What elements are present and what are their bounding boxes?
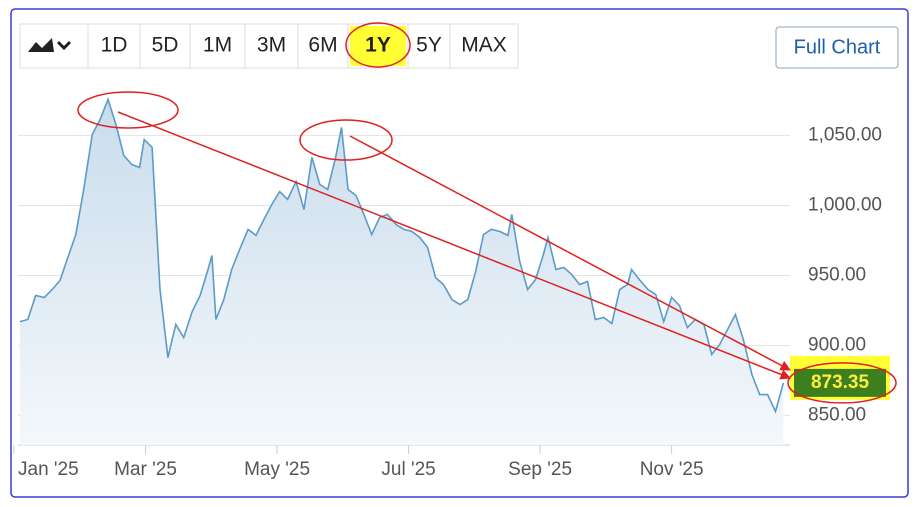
x-tick-label: Nov '25 [640, 459, 704, 480]
annotations [77, 91, 791, 380]
range-label: 3M [257, 34, 286, 57]
area [19, 99, 784, 446]
annotation-ellipse [77, 91, 179, 129]
dropdown-icon [56, 40, 72, 51]
x-tick-label: Sep '25 [508, 459, 572, 480]
range-label: 5D [152, 34, 179, 57]
range-label: MAX [461, 34, 507, 57]
range-label: 1M [203, 34, 232, 57]
range-button[interactable] [449, 23, 519, 69]
range-label: 1Y [365, 34, 391, 57]
y-tick-label: 900.00 [808, 335, 866, 356]
range-button[interactable] [87, 23, 141, 69]
range-button[interactable] [189, 23, 246, 69]
annotation-arrow [349, 135, 791, 371]
full-chart-button[interactable] [775, 26, 899, 69]
plot: 850.00 900.00 950.00 1,000.00 1,050.00 Jan '2… [13, 97, 897, 480]
x-tick-label: Mar '25 [114, 459, 177, 480]
y-tick-label: 850.00 [808, 405, 866, 426]
annotation-ellipse [787, 362, 897, 404]
x-tick-label: Jan '25 [18, 459, 79, 480]
annotation-arrow [117, 111, 791, 380]
highlight [350, 26, 406, 66]
range-label: 5Y [416, 34, 442, 57]
price-line [19, 97, 785, 414]
toolbar: 1D 5D 1M 3M 6M 1Y 5Y MAX [19, 22, 519, 69]
range-label: 1D [101, 34, 128, 57]
x-tick-label: Jul '25 [381, 459, 435, 480]
y-tick-label: 1,050.00 [808, 124, 882, 145]
range-label: 6M [308, 34, 337, 57]
range-button[interactable] [407, 23, 451, 69]
chart-type-button[interactable] [19, 23, 89, 69]
y-tick-label: 950.00 [808, 265, 866, 286]
annotation-ellipse [299, 119, 393, 161]
annotation-ellipse [345, 22, 411, 68]
last-price-box [794, 368, 886, 397]
range-button[interactable] [297, 23, 349, 69]
y-tick-label: 1,000.00 [808, 194, 882, 215]
last-price-label: 873.35 [811, 372, 870, 393]
chart-type-icon [28, 38, 54, 52]
range-button[interactable] [244, 23, 299, 69]
full-chart-label: Full Chart [794, 36, 881, 58]
x-tick-label: May '25 [244, 459, 310, 480]
